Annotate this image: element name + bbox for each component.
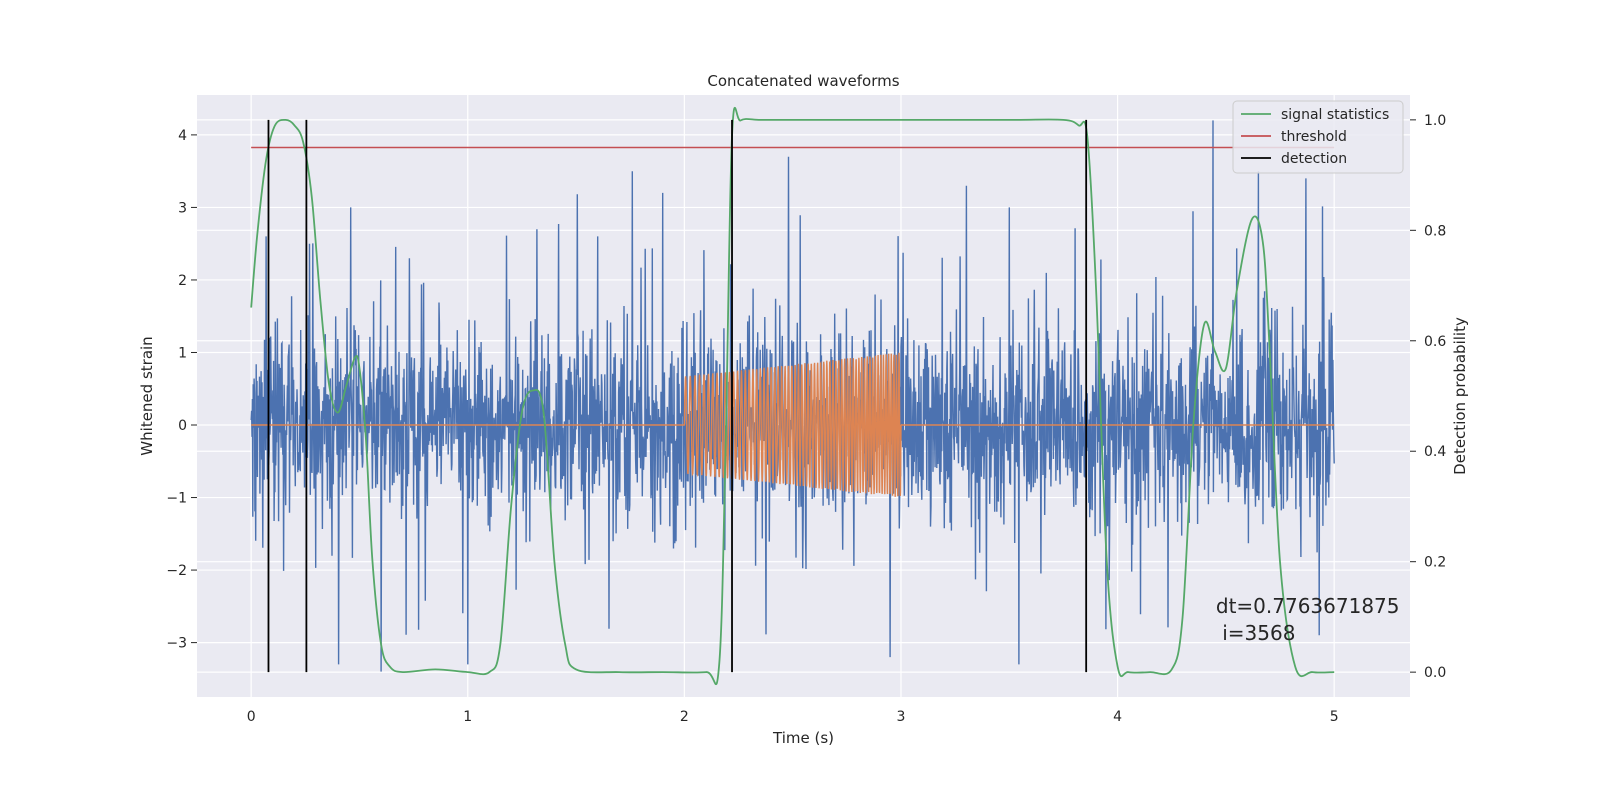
y-tick-label: 3 <box>178 200 187 216</box>
x-tick-label: 5 <box>1330 709 1339 725</box>
injection-series <box>251 352 1335 497</box>
x-axis-label: Time (s) <box>772 729 834 747</box>
legend: signal statistics threshold detection <box>1232 100 1404 174</box>
y-right-tick-label: 0.6 <box>1424 334 1446 350</box>
annotation-i: i=3568 <box>1216 621 1296 645</box>
y-tick-label: −1 <box>166 491 187 507</box>
legend-label: threshold <box>1281 129 1347 145</box>
y-right-tick-label: 0.4 <box>1424 444 1446 460</box>
legend-label: signal statistics <box>1281 107 1389 123</box>
y-axis-label: Whitened strain <box>138 336 156 455</box>
y-tick-label: 1 <box>178 345 187 361</box>
noise-line <box>250 120 1335 672</box>
noise-series <box>250 120 1335 672</box>
y-tick-label: −2 <box>166 563 187 579</box>
y-right-tick-label: 0.2 <box>1424 555 1446 571</box>
y-right-tick-label: 0.8 <box>1424 223 1446 239</box>
signal-statistics-series <box>250 107 1335 686</box>
legend-label: detection <box>1281 151 1347 167</box>
axis-ticks: 0 1 2 3 4 5 −3 −2 −1 0 1 2 3 4 0.0 0.2 0.4 0.6 0.8 1.0 <box>166 113 1446 725</box>
chart-title: Concatenated waveforms <box>707 72 899 90</box>
legend-frame <box>1232 100 1404 174</box>
signal-statistics-line <box>250 107 1335 686</box>
x-tick-label: 2 <box>680 709 689 725</box>
x-tick-label: 4 <box>1113 709 1122 725</box>
y-right-tick-label: 0.0 <box>1424 665 1446 681</box>
detection-lines <box>267 119 1088 673</box>
x-tick-label: 3 <box>897 709 906 725</box>
x-tick-label: 1 <box>463 709 472 725</box>
injection-line <box>251 352 1335 497</box>
y-right-axis-label: Detection probability <box>1451 317 1469 475</box>
y-tick-label: 0 <box>178 418 187 434</box>
y-right-tick-label: 1.0 <box>1424 113 1446 129</box>
y-tick-label: 2 <box>178 273 187 289</box>
y-tick-label: −3 <box>166 636 187 652</box>
annotation-dt: dt=0.7763671875 <box>1216 594 1400 618</box>
y-tick-label: 4 <box>178 128 187 144</box>
x-tick-label: 0 <box>247 709 256 725</box>
